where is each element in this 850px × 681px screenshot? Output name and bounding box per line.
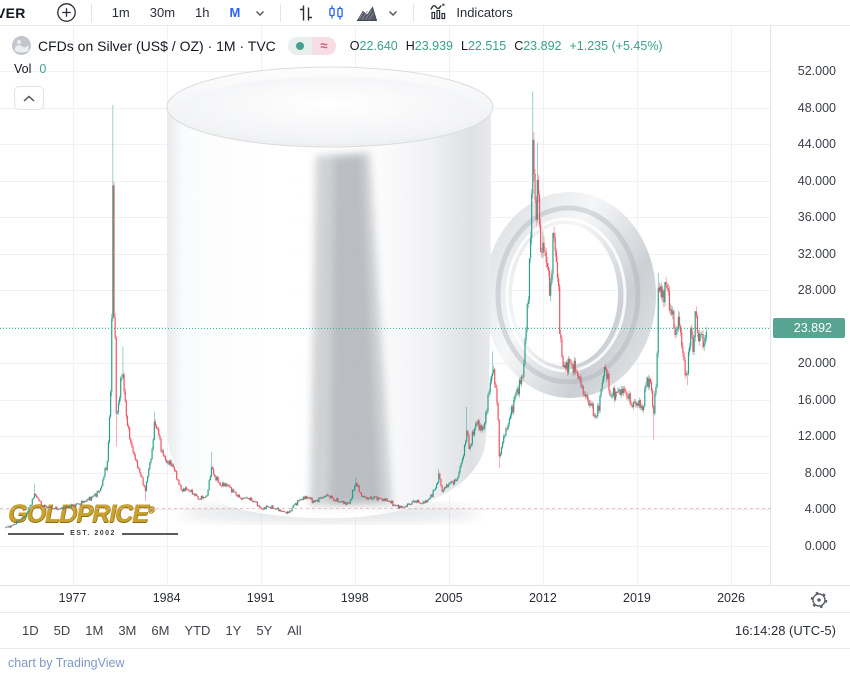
timeframe-button-30m[interactable]: 30m: [146, 3, 179, 22]
time-axis[interactable]: 1977 1984 1991 1998 2005 2012 2019 2026: [0, 585, 850, 613]
price-axis-label: 12.000: [797, 429, 836, 444]
range-button-1m[interactable]: 1M: [85, 619, 103, 642]
axis-settings-gear-icon[interactable]: [810, 591, 828, 609]
credit-row: chart by TradingView: [0, 649, 850, 681]
price-axis-label: 8.000: [804, 465, 836, 480]
time-axis-label: 2026: [717, 591, 745, 605]
chart-style-area-button[interactable]: [351, 0, 383, 26]
area-chart-icon: [355, 2, 379, 24]
price-axis-label: 52.000: [797, 64, 836, 79]
symbol-header: CFDs on Silver (US$ / OZ) · 1M · TVC ≈ O…: [12, 36, 663, 55]
ohlc-values: O22.640 H23.939 L22.515 C23.892 +1.235 (+5.4…: [350, 39, 663, 53]
indicators-button-label: Indicators: [456, 5, 513, 20]
clock-label[interactable]: 16:14:28 (UTC-5): [734, 623, 836, 638]
toolbar-divider: [90, 3, 92, 22]
indicators-button[interactable]: Indicators: [424, 0, 516, 26]
range-button-all[interactable]: All: [287, 619, 301, 642]
range-button-6m[interactable]: 6M: [151, 619, 169, 642]
timeframe-button-m[interactable]: M: [226, 3, 245, 22]
price-axis-label: 20.000: [797, 356, 836, 371]
current-price-badge: 23.892: [773, 317, 845, 338]
time-axis-label: 2005: [434, 591, 463, 605]
ohlc-pair: L22.515: [461, 38, 507, 53]
time-axis-label: 1977: [58, 591, 87, 605]
approx-icon: ≈: [320, 38, 328, 53]
chart-style-candles-button[interactable]: [321, 0, 351, 26]
tvc-symbol-icon: [12, 36, 31, 55]
chart-canvas[interactable]: [0, 26, 770, 585]
price-change: +1.235 (+5.45%): [569, 38, 663, 53]
tradingview-credit-link[interactable]: chart by TradingView: [8, 656, 125, 670]
range-button-1d[interactable]: 1D: [22, 619, 39, 642]
compare-add-button[interactable]: [52, 0, 81, 25]
price-axis-label: 32.000: [797, 246, 836, 261]
ohlc-pair: C23.892: [514, 38, 562, 53]
timeframe-button-1h[interactable]: 1h: [191, 3, 213, 22]
chart-style-menu-button[interactable]: [383, 5, 403, 21]
volume-legend[interactable]: Vol 0: [14, 62, 46, 76]
toolbar-divider: [280, 3, 282, 22]
time-axis-label: 1984: [152, 591, 181, 605]
volume-value: 0: [39, 62, 47, 76]
chevron-down-icon: [254, 7, 266, 19]
price-axis-label: 36.000: [797, 210, 836, 225]
price-axis-label: 0.000: [804, 538, 836, 553]
indicators-icon: [428, 1, 450, 24]
price-axis-label: 28.000: [797, 283, 836, 298]
plus-circle-icon: [56, 2, 77, 23]
price-axis-label: 16.000: [797, 392, 836, 407]
ohlc-pair: O22.640: [349, 38, 398, 53]
ohlc-pair: H23.939: [405, 38, 454, 53]
time-axis-label: 1991: [246, 591, 275, 605]
delayed-data-pill[interactable]: ≈: [311, 36, 336, 55]
market-status-pills[interactable]: ≈: [287, 36, 336, 55]
volume-label: Vol: [14, 62, 32, 76]
time-axis-label: 1998: [340, 591, 369, 605]
price-axis[interactable]: 23.892 52.000 48.000 44.000 40.000 36.000 32.…: [770, 26, 850, 585]
range-button-1y[interactable]: 1Y: [225, 619, 241, 642]
symbol-title[interactable]: CFDs on Silver (US$ / OZ) · 1M · TVC: [38, 37, 276, 54]
timeframe-button-1m[interactable]: 1m: [108, 3, 134, 22]
chevron-down-icon: [387, 7, 399, 19]
time-axis-label: 2019: [623, 591, 651, 605]
collapse-pane-button[interactable]: [14, 86, 44, 110]
market-open-dot-icon: [295, 41, 304, 50]
range-button-ytd[interactable]: YTD: [184, 619, 210, 642]
price-axis-label: 48.000: [797, 100, 836, 115]
chart-style-bars-button[interactable]: [291, 0, 321, 26]
range-button-3m[interactable]: 3M: [118, 619, 136, 642]
toolbar-divider: [413, 3, 415, 22]
range-button-5y[interactable]: 5Y: [256, 619, 272, 642]
market-open-pill[interactable]: [287, 36, 312, 55]
timeframe-group: 1m 30m 1h M: [102, 3, 251, 22]
chevron-up-icon: [22, 91, 36, 106]
chart-toolbar: VER 1m 30m 1h M: [0, 0, 850, 26]
range-button-5d[interactable]: 5D: [54, 619, 71, 642]
timeframe-menu-button[interactable]: [250, 5, 270, 21]
price-axis-label: 40.000: [797, 173, 836, 188]
range-selector-row: 1D 5D 1M 3M 6M YTD 1Y 5Y All 16:14:28 (UTC-5): [0, 613, 850, 649]
symbol-search-ticker[interactable]: VER: [0, 4, 26, 21]
price-axis-label: 44.000: [797, 137, 836, 152]
price-axis-label: 4.000: [804, 502, 836, 517]
candlestick-icon: [325, 2, 347, 24]
ohlc-bars-icon: [295, 2, 317, 24]
chart-pane: GOLDPRICE® EST. 2002 CFDs on Silver (US$…: [0, 26, 770, 585]
time-axis-label: 2012: [528, 591, 557, 605]
